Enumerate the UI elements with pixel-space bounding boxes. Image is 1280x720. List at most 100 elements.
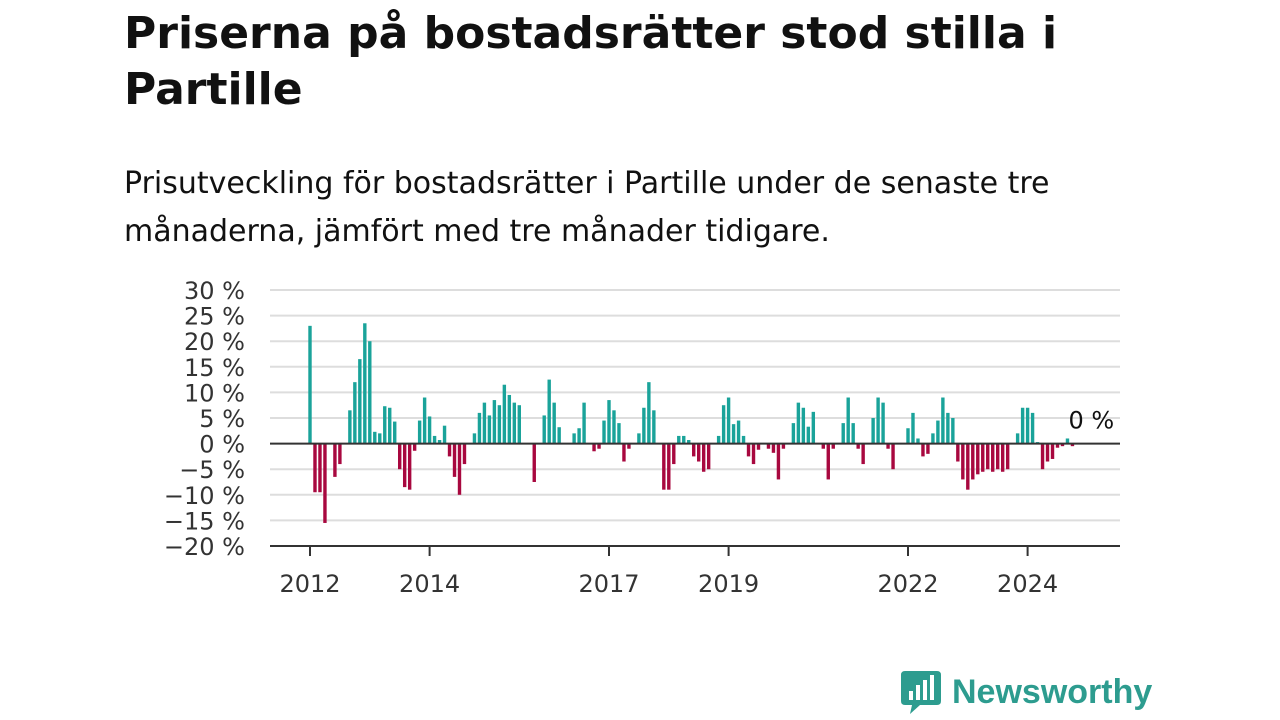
bar-negative bbox=[861, 443, 865, 465]
bar-negative bbox=[323, 443, 327, 523]
bar-positive bbox=[647, 382, 651, 444]
bar-positive bbox=[911, 412, 915, 444]
y-tick-label: 30 % bbox=[184, 277, 245, 305]
x-tick-label: 2017 bbox=[578, 570, 639, 598]
y-tick-label: −15 % bbox=[164, 507, 245, 535]
grid-lines bbox=[270, 289, 1120, 522]
bar-positive bbox=[791, 423, 796, 444]
bar-positive bbox=[736, 420, 741, 444]
newsworthy-logo-text: Newsworthy bbox=[952, 672, 1153, 711]
bar-negative bbox=[1050, 443, 1055, 459]
bar-negative bbox=[333, 443, 337, 477]
bar-negative bbox=[746, 443, 751, 457]
bar-negative bbox=[597, 443, 601, 449]
bar-negative bbox=[398, 443, 402, 470]
bar-negative bbox=[1055, 443, 1060, 448]
bar-positive bbox=[497, 405, 502, 444]
bar-positive bbox=[931, 433, 935, 444]
bar-positive bbox=[801, 407, 806, 444]
bar-positive bbox=[617, 423, 621, 444]
y-tick-label: −10 % bbox=[164, 482, 245, 510]
bar-positive bbox=[378, 433, 382, 444]
bar-positive bbox=[652, 410, 656, 444]
bar-positive bbox=[388, 407, 392, 444]
y-tick-label: −5 % bbox=[179, 456, 245, 484]
bar-negative bbox=[706, 443, 711, 470]
bar-negative bbox=[662, 443, 666, 490]
bar-positive bbox=[507, 394, 512, 444]
bar-negative bbox=[532, 443, 536, 482]
bar-positive bbox=[308, 325, 312, 444]
bar-negative bbox=[971, 443, 975, 480]
x-tick-label: 2012 bbox=[279, 570, 340, 598]
bar-positive bbox=[393, 421, 397, 444]
bar-positive bbox=[806, 426, 811, 444]
bar-negative bbox=[318, 443, 322, 493]
bar-negative bbox=[891, 443, 895, 470]
bar-negative bbox=[412, 443, 417, 451]
bar-positive bbox=[677, 435, 681, 444]
bar-negative bbox=[622, 443, 626, 462]
bar-negative bbox=[1040, 443, 1045, 470]
bar-negative bbox=[627, 443, 631, 449]
bar-negative bbox=[966, 443, 970, 490]
chart-subtitle: Prisutveckling för bostadsrätter i Parti… bbox=[124, 166, 1050, 249]
bar-negative bbox=[991, 443, 995, 472]
bar-negative bbox=[756, 443, 761, 450]
bar-positive bbox=[602, 420, 606, 444]
bar-series bbox=[308, 323, 1075, 523]
bar-positive bbox=[542, 415, 546, 444]
bar-positive bbox=[637, 433, 641, 444]
bar-positive bbox=[572, 433, 576, 444]
bar-negative bbox=[672, 443, 676, 465]
bar-positive bbox=[368, 341, 372, 444]
bar-positive bbox=[936, 420, 940, 444]
bar-positive bbox=[487, 415, 492, 444]
bar-negative bbox=[447, 443, 452, 457]
bar-negative bbox=[313, 443, 317, 493]
bar-negative bbox=[986, 443, 990, 470]
bar-positive bbox=[906, 428, 910, 444]
bar-positive bbox=[876, 397, 880, 444]
newsworthy-logo: Newsworthy bbox=[900, 668, 1152, 716]
latest-value-label: 0 % bbox=[1068, 407, 1114, 435]
bar-positive bbox=[881, 402, 885, 444]
bar-positive bbox=[348, 410, 352, 444]
bar-positive bbox=[383, 406, 387, 444]
bar-negative bbox=[956, 443, 960, 462]
bar-positive bbox=[716, 435, 721, 444]
y-tick-label: 25 % bbox=[184, 303, 245, 331]
bar-negative bbox=[976, 443, 980, 475]
bar-positive bbox=[1030, 412, 1035, 444]
y-tick-label: 5 % bbox=[199, 405, 245, 433]
bar-positive bbox=[432, 435, 437, 444]
bar-negative bbox=[831, 443, 835, 449]
bar-negative bbox=[921, 443, 925, 457]
bar-negative bbox=[826, 443, 830, 480]
bar-positive bbox=[796, 402, 801, 444]
bar-negative bbox=[766, 443, 771, 449]
y-tick-label: −20 % bbox=[164, 533, 245, 561]
bar-positive bbox=[731, 424, 736, 444]
bar-negative bbox=[996, 443, 1000, 470]
bar-positive bbox=[741, 435, 746, 444]
x-tick-label: 2019 bbox=[698, 570, 759, 598]
bar-positive bbox=[1020, 407, 1025, 444]
bar-positive bbox=[951, 418, 955, 444]
bar-negative bbox=[821, 443, 825, 449]
bar-positive bbox=[687, 440, 691, 444]
bar-positive bbox=[582, 402, 586, 444]
bar-negative bbox=[338, 443, 342, 465]
bar-positive bbox=[472, 433, 477, 444]
bar-negative bbox=[981, 443, 985, 472]
y-tick-label: 20 % bbox=[184, 328, 245, 356]
bar-positive bbox=[557, 427, 561, 444]
bar-positive bbox=[517, 405, 521, 444]
bar-negative bbox=[592, 443, 596, 452]
bar-negative bbox=[856, 443, 860, 449]
bar-positive bbox=[682, 435, 686, 444]
y-tick-label: 15 % bbox=[184, 354, 245, 382]
bar-negative bbox=[1070, 443, 1075, 447]
bar-negative bbox=[771, 443, 776, 453]
bar-negative bbox=[457, 443, 462, 495]
